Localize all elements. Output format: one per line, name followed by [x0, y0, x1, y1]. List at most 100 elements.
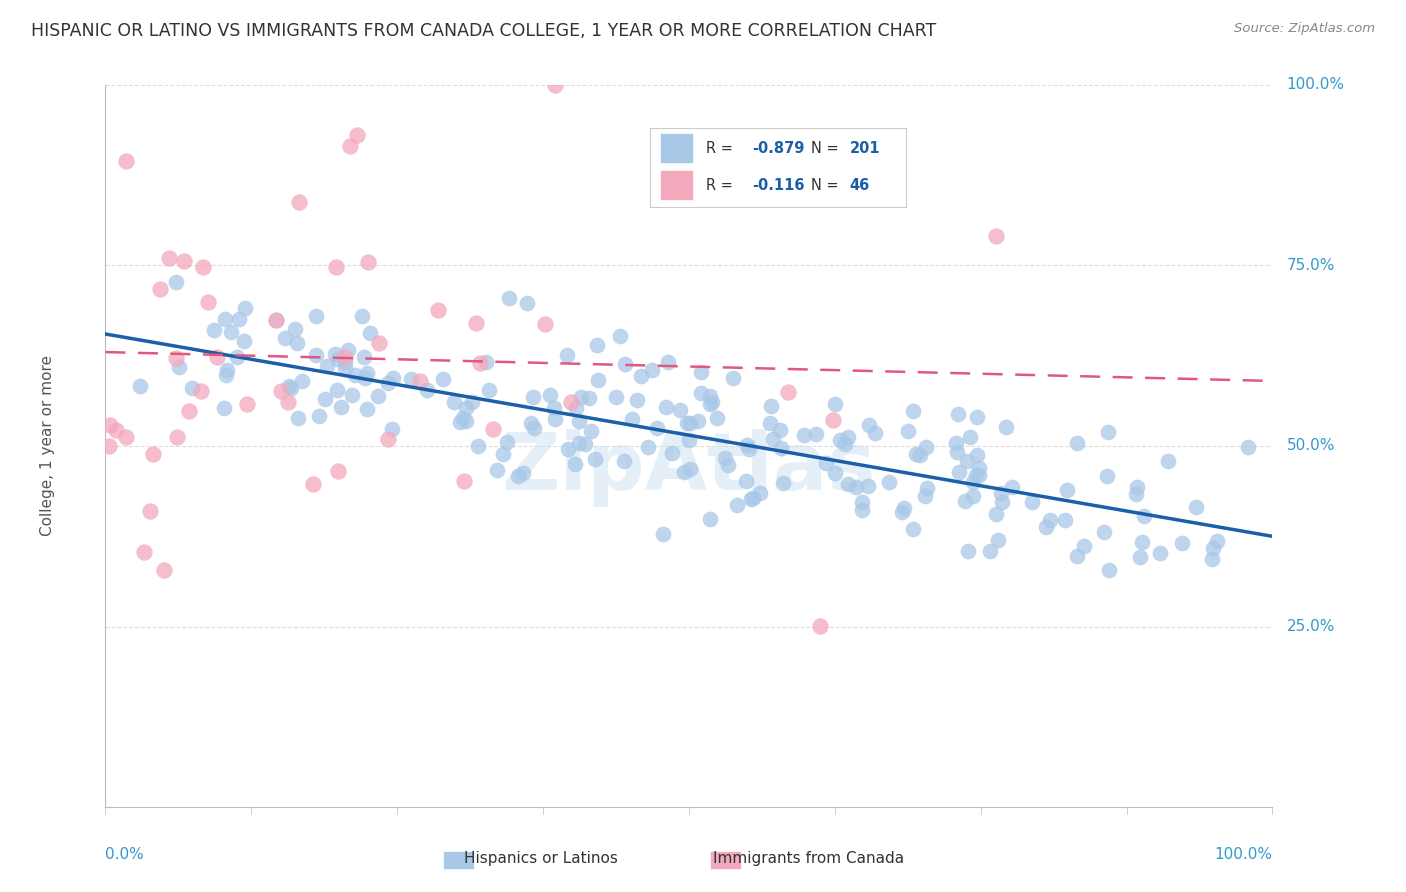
Point	[742, 491, 765, 506]
Point	[481, 422, 503, 436]
Point	[945, 436, 967, 450]
Point	[1170, 536, 1192, 550]
Point	[588, 373, 610, 387]
Text: 75.0%: 75.0%	[1286, 258, 1334, 273]
Point	[468, 356, 491, 370]
Point	[453, 411, 475, 425]
Point	[1021, 495, 1043, 509]
Point	[661, 445, 683, 459]
Point	[966, 448, 988, 462]
Point	[214, 312, 236, 326]
Point	[443, 394, 465, 409]
Point	[138, 503, 160, 517]
Point	[657, 355, 679, 369]
Point	[987, 533, 1010, 548]
Point	[277, 395, 299, 409]
Point	[333, 355, 356, 369]
Point	[721, 370, 744, 384]
Point	[585, 337, 607, 351]
Point	[1133, 509, 1156, 524]
Point	[714, 450, 737, 465]
Point	[165, 275, 187, 289]
Point	[1035, 520, 1057, 534]
Point	[538, 388, 561, 402]
Point	[877, 475, 900, 489]
Point	[280, 381, 302, 395]
Text: College, 1 year or more: College, 1 year or more	[39, 356, 55, 536]
Point	[1126, 480, 1149, 494]
Point	[1125, 487, 1147, 501]
Point	[858, 418, 880, 433]
Point	[688, 415, 710, 429]
Point	[914, 489, 936, 503]
Text: 0.0%: 0.0%	[105, 847, 145, 862]
Point	[557, 442, 579, 456]
Point	[759, 417, 782, 431]
Point	[202, 323, 225, 337]
Point	[191, 260, 214, 274]
Point	[522, 390, 544, 404]
Point	[699, 512, 721, 526]
Point	[197, 295, 219, 310]
Point	[991, 495, 1014, 509]
Point	[367, 389, 389, 403]
Point	[863, 425, 886, 440]
Point	[702, 394, 724, 409]
Point	[381, 371, 404, 385]
Point	[845, 480, 868, 494]
Text: 25.0%: 25.0%	[1286, 619, 1334, 634]
Point	[353, 350, 375, 364]
Point	[804, 426, 827, 441]
Point	[142, 447, 165, 461]
Point	[959, 430, 981, 444]
Point	[516, 296, 538, 310]
Point	[287, 195, 309, 210]
Point	[560, 395, 582, 409]
Point	[506, 469, 529, 483]
Point	[233, 301, 256, 315]
Point	[761, 399, 783, 413]
Point	[1157, 453, 1180, 467]
Point	[495, 435, 517, 450]
Point	[979, 543, 1001, 558]
Point	[858, 479, 880, 493]
Point	[278, 378, 301, 392]
Point	[544, 412, 567, 426]
Point	[381, 422, 404, 436]
Point	[725, 498, 748, 512]
Text: 201: 201	[849, 141, 880, 156]
Point	[1184, 500, 1206, 514]
Point	[98, 418, 121, 433]
Point	[770, 441, 793, 455]
Point	[626, 393, 648, 408]
Point	[343, 368, 366, 383]
Text: 50.0%: 50.0%	[1286, 439, 1334, 453]
Point	[581, 424, 603, 438]
Point	[157, 252, 180, 266]
Point	[555, 348, 578, 362]
Point	[523, 421, 546, 435]
Point	[815, 456, 838, 470]
Point	[605, 390, 627, 404]
Point	[837, 477, 859, 491]
Text: 100.0%: 100.0%	[1286, 78, 1344, 92]
Point	[416, 383, 439, 397]
Point	[678, 434, 700, 448]
Point	[356, 366, 378, 380]
Point	[464, 316, 486, 330]
Point	[426, 303, 449, 318]
Point	[915, 440, 938, 454]
Point	[1092, 524, 1115, 539]
Point	[352, 309, 374, 323]
Point	[305, 348, 328, 362]
Point	[1039, 513, 1062, 527]
Point	[893, 501, 915, 516]
Point	[1149, 546, 1171, 560]
Point	[225, 350, 247, 364]
Point	[205, 350, 228, 364]
Point	[339, 139, 361, 153]
Point	[492, 447, 515, 461]
Point	[346, 128, 368, 143]
Point	[824, 397, 846, 411]
Point	[984, 229, 1007, 244]
